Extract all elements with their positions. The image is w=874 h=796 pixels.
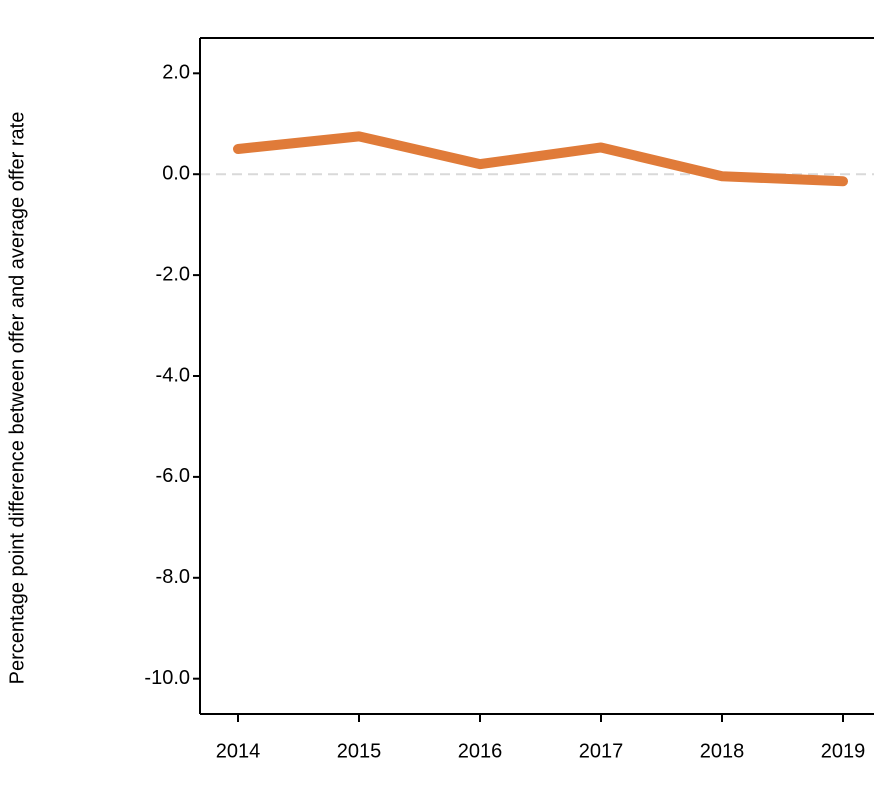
y-tick-label: -10.0 (144, 667, 190, 689)
y-tick-label: -4.0 (156, 364, 190, 386)
y-tick-label: -2.0 (156, 263, 190, 285)
y-tick-label: -6.0 (156, 465, 190, 487)
y-tick-label: 0.0 (162, 162, 190, 184)
x-tick-label: 2016 (458, 740, 503, 762)
data-line (233, 131, 848, 187)
y-tick-label: 2.0 (162, 62, 190, 84)
x-tick-label: 2015 (337, 740, 382, 762)
x-tick-label: 2019 (821, 740, 866, 762)
x-tick-label: 2014 (216, 740, 261, 762)
x-tick-label: 2017 (579, 740, 624, 762)
y-axis-label: Percentage point difference between offe… (6, 112, 28, 685)
y-tick-label: -8.0 (156, 566, 190, 588)
x-tick-label: 2018 (700, 740, 745, 762)
